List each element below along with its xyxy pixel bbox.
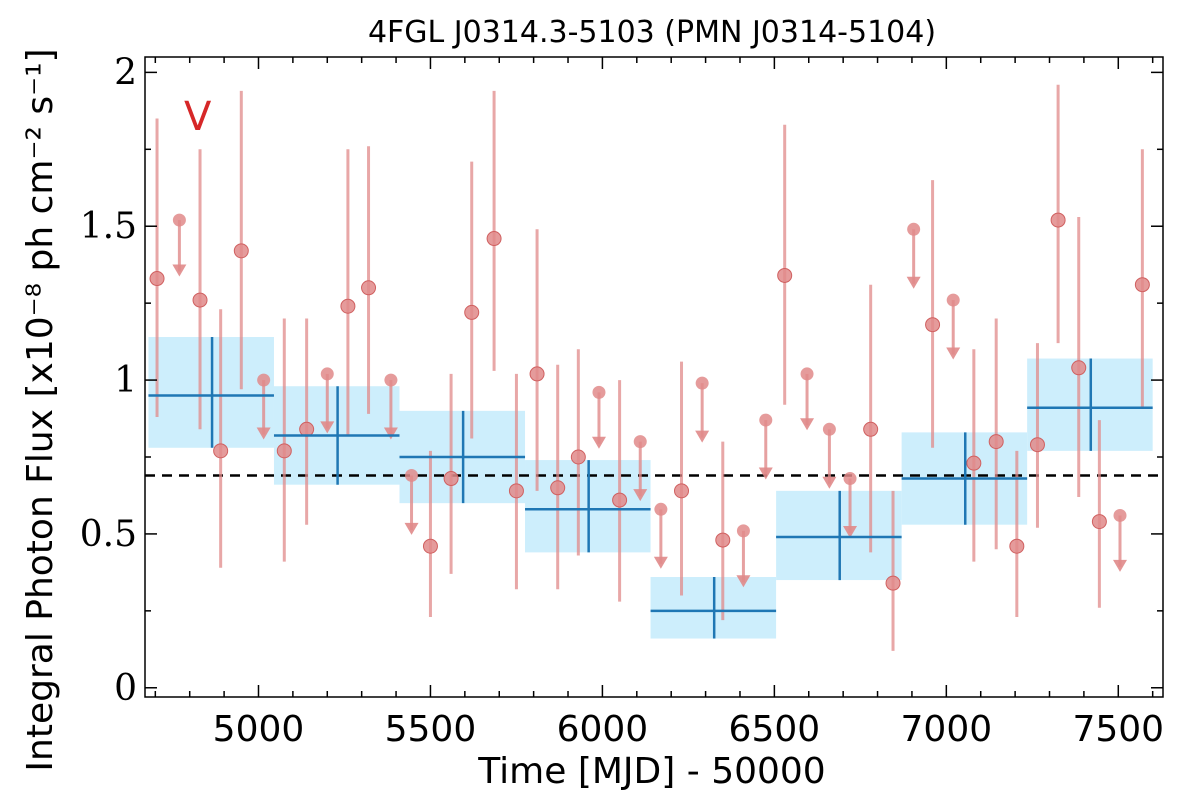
upper-limit-arrow: [653, 556, 668, 569]
upper-limit-arrow: [758, 467, 773, 480]
data-point: [1071, 360, 1087, 376]
upper-limit-arrow: [383, 427, 398, 440]
upper-limit-arrow: [800, 418, 815, 431]
y-tick-label: 0.5: [80, 514, 137, 555]
upper-limit-point: [172, 213, 186, 227]
upper-limit-point: [822, 422, 836, 436]
upper-limit-point: [592, 385, 606, 399]
upper-limit-point: [405, 468, 419, 482]
x-tick-label: 7000: [901, 709, 993, 750]
measurement-points: [149, 84, 1150, 651]
upper-limit-arrow: [822, 476, 837, 489]
x-tick-label: 6500: [729, 709, 821, 750]
x-tick-label: 5000: [213, 709, 305, 750]
y-tick-label: 1.5: [80, 206, 137, 247]
data-point: [149, 271, 165, 287]
data-point: [443, 471, 459, 487]
upper-limit-arrow: [256, 427, 271, 440]
upper-limit-point: [384, 373, 398, 387]
y-tick-label: 1: [114, 360, 137, 401]
data-point: [966, 455, 982, 471]
data-point: [925, 317, 941, 333]
y-axis-label: Integral Photon Flux [x10⁻⁸ ph cm⁻² s⁻¹]: [20, 48, 61, 771]
data-point: [885, 575, 901, 591]
upper-limit-point: [843, 472, 857, 486]
upper-limit-point: [1113, 508, 1127, 522]
upper-limit-arrow: [906, 276, 921, 289]
upper-limit-arrow: [404, 522, 419, 535]
upper-limit-point: [946, 293, 960, 307]
chart-title: 4FGL J0314.3-5103 (PMN J0314-5104): [368, 15, 936, 50]
upper-limit-point: [633, 435, 647, 449]
data-point: [464, 304, 480, 320]
data-point: [422, 538, 438, 554]
data-point: [612, 492, 628, 508]
upper-limit-point: [759, 413, 773, 427]
binned-flux-bands: [148, 337, 1153, 639]
data-point: [988, 434, 1004, 450]
y-tick-label: 0: [114, 668, 137, 709]
upper-limit-arrow: [172, 264, 187, 277]
x-axis-label: Time [MJD] - 50000: [477, 751, 825, 792]
panel-label: V: [184, 94, 212, 140]
data-point: [777, 267, 793, 283]
data-point: [1050, 212, 1066, 228]
data-point: [213, 443, 229, 459]
data-point: [570, 449, 586, 465]
upper-limit-point: [907, 222, 921, 236]
upper-limit-arrow: [591, 436, 606, 449]
data-point: [486, 231, 502, 247]
upper-limit-point: [695, 376, 709, 390]
x-axis-ticks: 5000 5500 6000 6500 7000 7500: [154, 57, 1164, 750]
data-point: [1029, 437, 1045, 453]
y-axis-ticks: 0 0.5 1 1.5 2: [80, 52, 1163, 709]
upper-limit-point: [320, 367, 334, 381]
upper-limit-arrow: [320, 421, 335, 434]
upper-limit-point: [736, 524, 750, 538]
x-tick-label: 7500: [1072, 709, 1164, 750]
x-tick-label: 5500: [385, 709, 477, 750]
data-point: [340, 298, 356, 314]
upper-limit-arrow: [736, 575, 751, 588]
data-point: [715, 532, 731, 548]
data-point: [233, 243, 249, 259]
upper-limit-points: [172, 213, 1128, 588]
plot-frame: [144, 56, 1164, 698]
data-point: [1091, 514, 1107, 530]
data-point: [550, 480, 566, 496]
x-tick-label: 6000: [557, 709, 649, 750]
data-point: [1009, 538, 1025, 554]
data-point: [529, 366, 545, 382]
binned-flux-markers: [148, 337, 1153, 639]
data-point: [361, 280, 377, 296]
data-point: [192, 292, 208, 308]
data-point: [299, 421, 315, 437]
upper-limit-point: [257, 373, 271, 387]
upper-limit-point: [800, 367, 814, 381]
upper-limit-arrow: [633, 489, 648, 502]
upper-limit-point: [654, 502, 668, 516]
data-point: [674, 483, 690, 499]
data-point: [1134, 277, 1150, 293]
data-point: [508, 483, 524, 499]
upper-limit-arrow: [946, 347, 961, 360]
y-tick-label: 2: [114, 52, 137, 93]
data-point: [863, 421, 879, 437]
upper-limit-arrow: [695, 430, 710, 443]
data-point: [276, 443, 292, 459]
upper-limit-arrow: [843, 526, 858, 538]
upper-limit-arrow: [1113, 559, 1128, 572]
